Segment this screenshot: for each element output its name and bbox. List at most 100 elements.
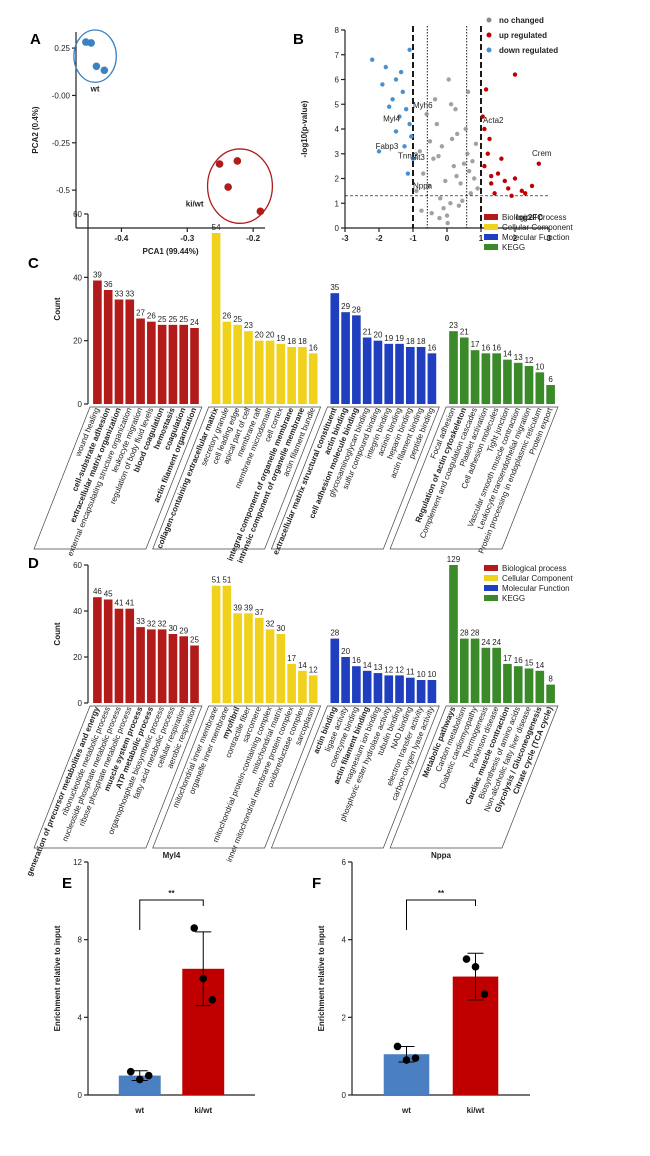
- point: [431, 156, 436, 161]
- bar: [459, 337, 469, 404]
- point: [499, 156, 504, 161]
- point: [215, 160, 224, 168]
- value-label: 20: [266, 331, 275, 340]
- bar: [341, 657, 350, 703]
- y-axis-label: PCA2 (0.4%): [31, 106, 40, 153]
- bar: [524, 366, 534, 404]
- y-tick-label: 12: [73, 858, 82, 867]
- point: [455, 131, 460, 137]
- point: [444, 213, 450, 218]
- legend-swatch: [484, 234, 498, 240]
- bar: [384, 343, 394, 404]
- point: [485, 151, 490, 156]
- point: [421, 171, 426, 176]
- value-label: 28: [471, 629, 480, 638]
- point: [414, 188, 419, 194]
- x-tick-label: 2: [513, 234, 518, 243]
- value-label: 16: [492, 343, 501, 352]
- point: [390, 97, 395, 102]
- group-outline: [389, 406, 559, 550]
- value-label: 25: [179, 315, 188, 324]
- value-label: 23: [244, 321, 253, 330]
- y-tick-label: 0: [78, 699, 83, 708]
- point: [387, 104, 392, 109]
- legend-swatch: [484, 565, 498, 571]
- point: [466, 168, 472, 174]
- bar: [244, 613, 253, 703]
- point: [448, 201, 453, 206]
- point: [470, 158, 475, 164]
- bar: [362, 337, 372, 404]
- point: [529, 183, 535, 189]
- point: [393, 129, 399, 134]
- y-tick-label: 20: [73, 653, 82, 662]
- value-label: 30: [168, 624, 177, 633]
- group-outline: [270, 406, 440, 550]
- value-label: 12: [309, 665, 318, 674]
- point: [489, 173, 494, 179]
- point: [512, 72, 518, 77]
- bar: [492, 353, 501, 404]
- bar: [481, 647, 491, 703]
- y-axis-label: Enrichment relative to input: [53, 925, 62, 1031]
- panel-label: A: [30, 31, 41, 48]
- bar: [449, 565, 458, 703]
- point: [468, 191, 473, 196]
- bar: [93, 280, 102, 404]
- value-label: 17: [287, 654, 296, 663]
- point: [445, 220, 450, 226]
- value-label: 16: [514, 656, 523, 665]
- point: [409, 134, 414, 139]
- value-label: 10: [427, 670, 436, 679]
- group-outline: [33, 705, 203, 849]
- value-label: 51: [222, 576, 231, 585]
- value-label: 14: [298, 661, 307, 670]
- value-label: 39: [244, 603, 253, 612]
- value-label: 29: [179, 626, 188, 635]
- point: [509, 193, 514, 199]
- bar: [168, 324, 178, 404]
- value-label: 14: [503, 350, 512, 359]
- group-label: ki/wt: [186, 200, 204, 209]
- point: [402, 1056, 411, 1064]
- bar: [298, 347, 307, 404]
- y-tick-label: 0: [78, 400, 83, 409]
- bar: [190, 645, 199, 703]
- bar: [118, 1075, 161, 1095]
- group-ellipse: [73, 29, 117, 83]
- bar: [157, 324, 167, 404]
- x-tick-label: 3: [547, 234, 552, 243]
- group-outline: [389, 705, 559, 849]
- x-tick-label: wt: [134, 1106, 144, 1115]
- point: [224, 183, 232, 191]
- point: [87, 39, 95, 47]
- error-bar: [195, 931, 212, 1007]
- y-tick-label: 8: [78, 936, 83, 945]
- value-label: 46: [93, 587, 102, 596]
- point: [380, 82, 385, 87]
- point: [449, 136, 455, 142]
- legend-label: up regulated: [499, 31, 547, 40]
- point: [92, 62, 101, 71]
- bar: [254, 340, 264, 404]
- value-label: 32: [266, 619, 275, 628]
- bar: [427, 680, 437, 703]
- value-label: 129: [447, 555, 461, 564]
- panel-label: F: [312, 875, 321, 892]
- point: [480, 114, 485, 119]
- bar: [427, 353, 437, 404]
- y-tick-label: 2: [335, 175, 340, 184]
- value-label: 54: [212, 223, 221, 232]
- value-label: 21: [460, 328, 469, 337]
- point: [471, 963, 480, 971]
- bar: [459, 638, 469, 703]
- y-tick-label: 3: [335, 150, 340, 159]
- legend-swatch: [484, 244, 498, 250]
- value-label: 25: [233, 315, 242, 324]
- bar: [406, 347, 415, 404]
- point: [458, 181, 463, 186]
- y-tick-label: 40: [73, 607, 82, 616]
- value-label: 28: [352, 305, 361, 314]
- value-label: 12: [384, 665, 393, 674]
